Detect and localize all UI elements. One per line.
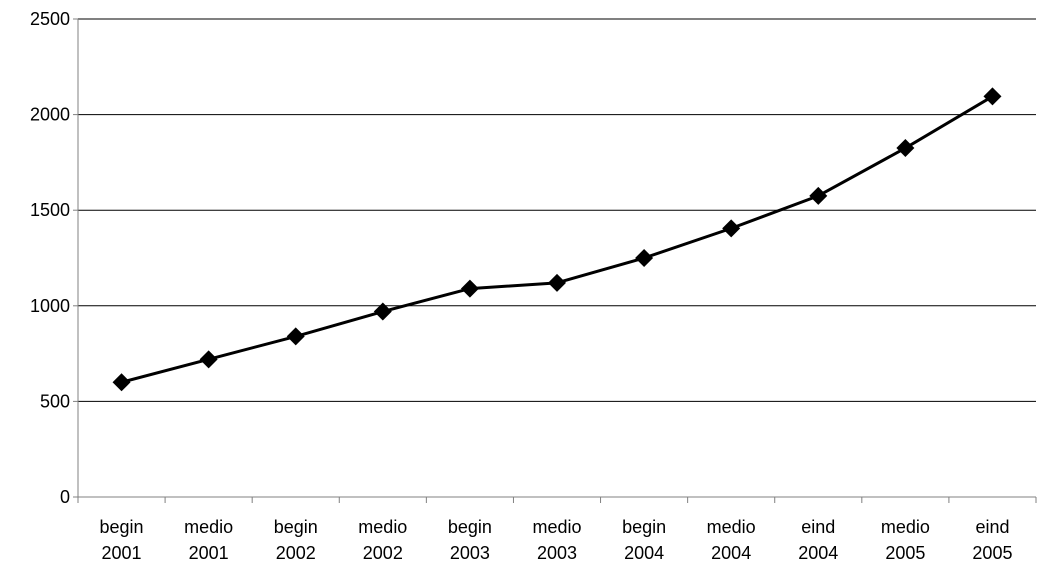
series-line: [121, 95, 994, 384]
x-tick-label-line: eind: [801, 517, 835, 537]
x-tick-label-line: 2004: [798, 543, 838, 563]
y-tick-label: 2500: [30, 9, 70, 29]
x-tick-label: medio 2004: [707, 517, 756, 563]
x-tick-label-line: medio: [532, 517, 581, 537]
x-tick-label-line: begin: [622, 517, 666, 537]
series-group: [112, 87, 1002, 392]
data-point-8: [722, 219, 741, 238]
x-tick-label-line: eind: [975, 517, 1009, 537]
x-tick-label-line: medio: [881, 517, 930, 537]
y-tick-label: 1000: [30, 296, 70, 316]
data-point-6: [548, 273, 566, 292]
x-tick-label: begin 2001: [100, 517, 144, 563]
data-point-5: [460, 279, 479, 298]
data-point-10: [896, 139, 915, 158]
data-point-7: [635, 249, 654, 267]
x-tick-label: begin 2003: [448, 517, 492, 563]
data-point-2: [199, 350, 218, 369]
x-tick-label: eind 2005: [972, 517, 1012, 563]
x-tick-label-line: begin: [100, 517, 144, 537]
x-tick-label: medio 2003: [532, 517, 581, 563]
y-tick-label: 2000: [30, 105, 70, 125]
x-tick-label-line: 2003: [537, 543, 577, 563]
x-tick-label: eind 2004: [798, 517, 838, 563]
y-axis-ticks: 0 500 1000 1500 2000 2500: [30, 9, 78, 507]
data-point-3: [286, 327, 305, 346]
x-tick-label-line: 2005: [885, 543, 925, 563]
data-point-9: [809, 186, 828, 205]
data-point-1: [112, 373, 131, 392]
x-tick-label: medio 2002: [358, 517, 407, 563]
x-tick-label-line: 2001: [189, 543, 229, 563]
y-tick-label: 1500: [30, 200, 70, 220]
x-tick-label-line: 2003: [450, 543, 490, 563]
axes: [77, 19, 1036, 498]
x-tick-label-line: 2002: [276, 543, 316, 563]
y-tick-label: 0: [60, 487, 70, 507]
x-tick-label-line: 2004: [711, 543, 751, 563]
x-tick-label: begin 2004: [622, 517, 666, 563]
y-tick-label: 500: [40, 391, 70, 411]
x-tick-label-line: medio: [184, 517, 233, 537]
x-tick-label-line: begin: [448, 517, 492, 537]
x-tick-label: medio 2005: [881, 517, 930, 563]
x-tick-label-line: begin: [274, 517, 318, 537]
x-tick-label: begin 2002: [274, 517, 318, 563]
data-point-11: [983, 87, 1002, 106]
x-tick-label-line: medio: [707, 517, 756, 537]
x-tick-label: medio 2001: [184, 517, 233, 563]
x-tick-label-line: 2004: [624, 543, 664, 563]
x-tick-label-line: medio: [358, 517, 407, 537]
x-tick-label-line: 2001: [102, 543, 142, 563]
x-tick-label-line: 2005: [972, 543, 1012, 563]
data-point-4: [373, 302, 392, 321]
gridlines: [78, 18, 1036, 402]
x-tick-label-line: 2002: [363, 543, 403, 563]
